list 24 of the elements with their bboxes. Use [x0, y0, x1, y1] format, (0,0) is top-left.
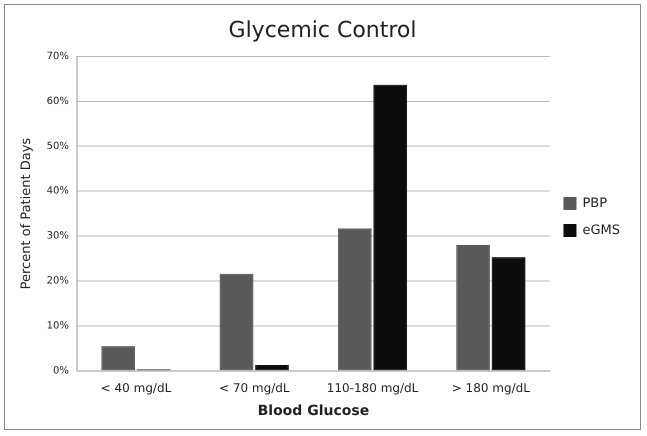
y-axis-title: Percent of Patient Days: [19, 138, 34, 290]
bar: [338, 228, 372, 370]
x-tick-label: 110-180 mg/dL: [326, 381, 419, 396]
bar: [373, 84, 408, 370]
x-tick-label: < 40 mg/dL: [100, 381, 172, 396]
y-tick-label: 50%: [46, 140, 69, 152]
x-tick-label: < 70 mg/dL: [218, 381, 290, 396]
y-tick-label: 70%: [46, 50, 69, 62]
bar: [492, 257, 526, 370]
y-tick-label: 30%: [46, 230, 69, 242]
y-tick-label: 40%: [46, 186, 69, 197]
legend-label: eGMS: [582, 222, 620, 238]
bar: [101, 346, 136, 370]
y-tick-label: 20%: [46, 276, 69, 287]
y-tick-label: 0%: [52, 365, 69, 376]
bar: [255, 364, 289, 370]
x-tick-label: > 180 mg/dL: [452, 381, 530, 396]
chart-title: Glycemic Control: [228, 18, 416, 43]
x-axis-title: Blood Glucose: [258, 403, 370, 420]
legend-label: PBP: [582, 196, 608, 211]
y-tick-label: 60%: [46, 96, 69, 107]
bar: [456, 245, 490, 370]
bar: [220, 274, 254, 370]
y-tick-label: 10%: [46, 320, 69, 332]
